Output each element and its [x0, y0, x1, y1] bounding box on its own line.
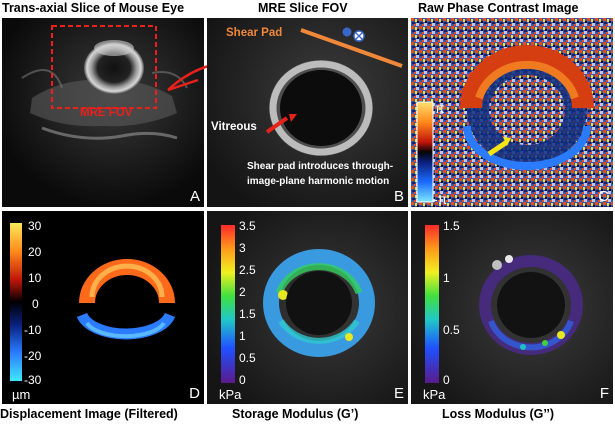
disp-tick-neg10: -10	[24, 323, 42, 337]
panel-b-title: MRE Slice FOV	[258, 1, 348, 15]
shear-pad-caption-line1: Shear pad introduces through-	[247, 161, 394, 172]
storage-tick-3_5: 3.5	[239, 219, 256, 233]
disp-tick-0: 0	[32, 297, 39, 311]
storage-tick-2_5: 2.5	[239, 263, 256, 277]
panel-a-title: Trans-axial Slice of Mouse Eye	[2, 1, 185, 15]
panel-a-mri-slice: MRE FOV A	[2, 18, 204, 207]
phase-max-label: π	[435, 100, 445, 116]
storage-tick-3: 3	[239, 241, 246, 255]
vitreous-label: Vitreous	[211, 121, 257, 133]
panel-b-letter: B	[393, 188, 404, 205]
panel-f-letter: F	[599, 385, 609, 402]
panel-b-mre-fov: Shear Pad Vitreous Shear pad introduces …	[207, 18, 408, 207]
panel-c-letter: C	[598, 188, 609, 205]
disp-tick-neg20: -20	[24, 349, 42, 363]
mre-fov-label: MRE FOV	[80, 107, 133, 119]
disp-tick-10: 10	[28, 271, 42, 285]
shear-pad-caption-line2: image-plane harmonic motion	[247, 176, 390, 187]
storage-tick-2: 2	[239, 285, 246, 299]
panel-d-letter: D	[189, 385, 200, 402]
panel-f-title: Loss Modulus (G’’)	[442, 407, 555, 421]
loss-tick-1_5: 1.5	[443, 219, 460, 233]
panel-c-phase-image: π -π C	[411, 18, 613, 207]
disp-tick-20: 20	[28, 245, 42, 259]
loss-unit: kPa	[423, 387, 446, 402]
storage-tick-0_5: 0.5	[239, 351, 256, 365]
storage-unit: kPa	[219, 387, 242, 402]
panel-a-letter: A	[189, 188, 200, 205]
loss-tick-0_5: 0.5	[443, 323, 460, 337]
disp-tick-neg30: -30	[24, 373, 42, 387]
panel-e-storage-modulus: 3.5 3 2.5 2 1.5 1 0.5 0 kPa E	[207, 211, 408, 404]
shear-pad-label: Shear Pad	[226, 27, 283, 39]
panel-c-title: Raw Phase Contrast Image	[418, 1, 579, 15]
storage-tick-1: 1	[239, 329, 246, 343]
panel-d-title: Displacement Image (Filtered)	[0, 407, 178, 421]
storage-tick-1_5: 1.5	[239, 307, 256, 321]
panel-f-loss-modulus: 1.5 1 0.5 0 kPa F	[411, 211, 613, 404]
panel-e-title: Storage Modulus (G’)	[232, 407, 359, 421]
panel-d-displacement: 30 20 10 0 -10 -20 -30 µm D	[2, 211, 204, 404]
storage-tick-0: 0	[239, 373, 246, 387]
loss-tick-0: 0	[443, 373, 450, 387]
disp-unit: µm	[12, 387, 31, 402]
phase-min-label: -π	[433, 191, 448, 207]
panel-e-letter: E	[393, 385, 404, 402]
disp-tick-30: 30	[28, 219, 42, 233]
loss-tick-1: 1	[443, 271, 450, 285]
